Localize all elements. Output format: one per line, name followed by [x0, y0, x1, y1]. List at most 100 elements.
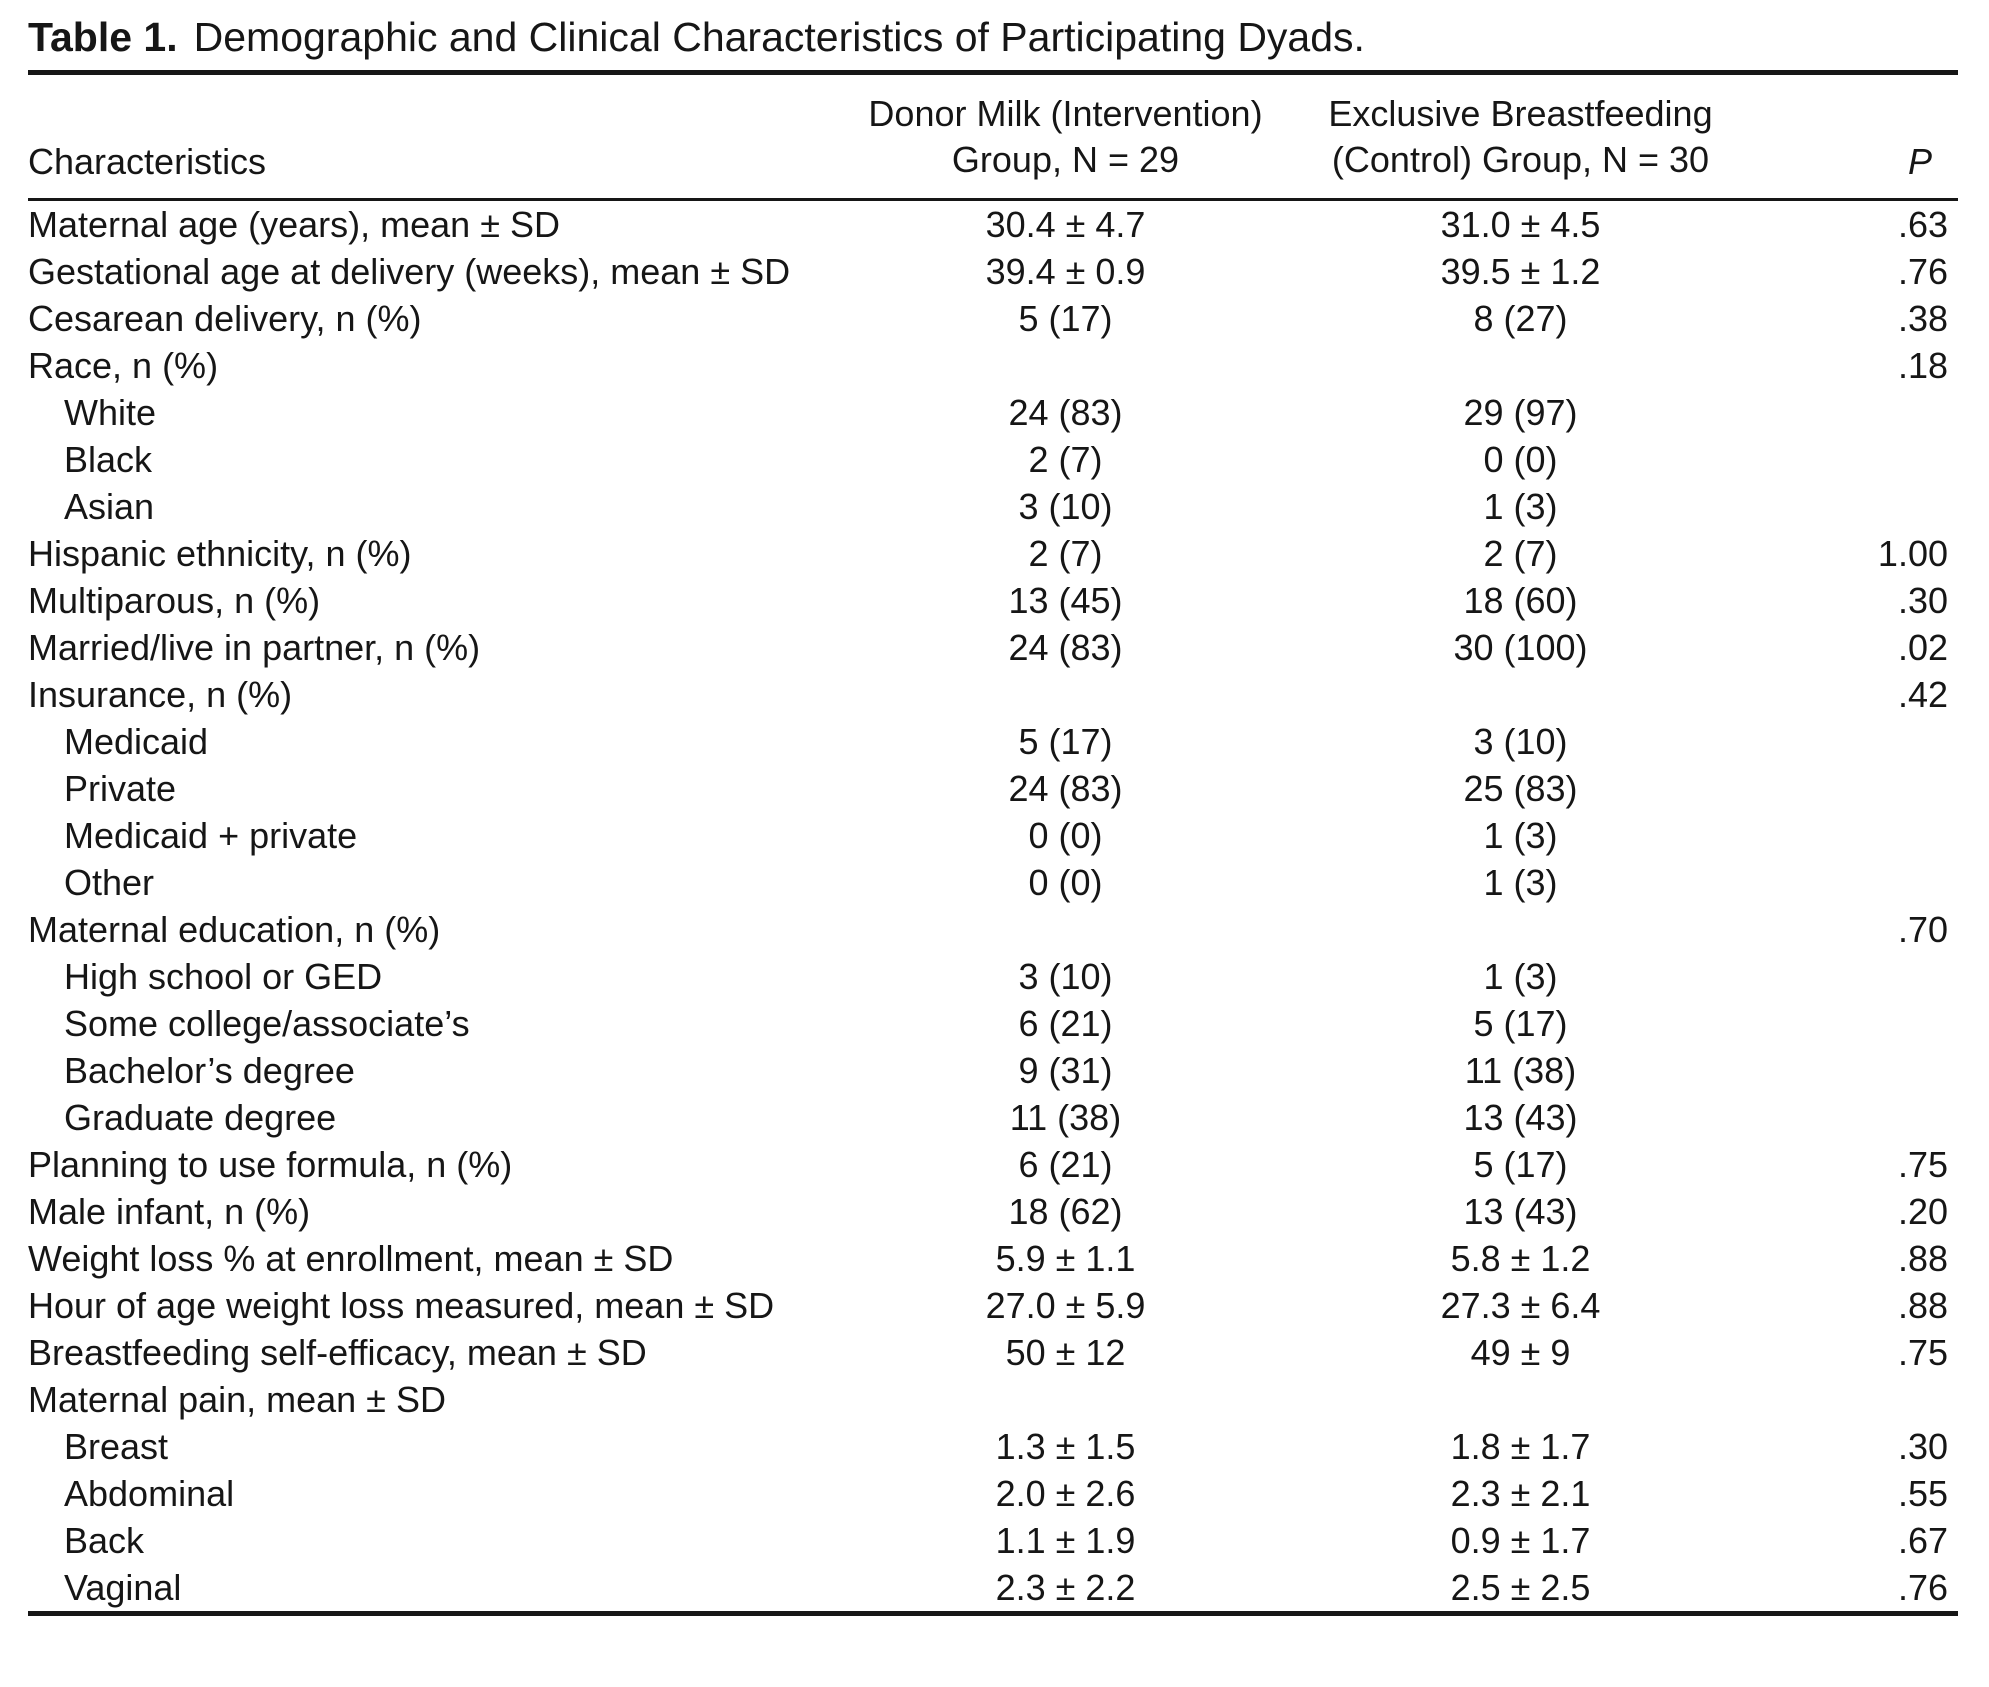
- intervention-value: 5.9 ± 1.1: [995, 1238, 1136, 1279]
- p-value: .42: [1897, 674, 1948, 715]
- intervention-value: 0 (0): [1028, 862, 1103, 903]
- control-value: 13 (43): [1463, 1097, 1578, 1138]
- table-row: Black 2 (7) 0 (0): [28, 436, 1958, 483]
- p-value: [1753, 765, 1958, 812]
- row-sublabel: Medicaid + private: [64, 815, 358, 856]
- control-value: 2.5 ± 2.5: [1450, 1567, 1591, 1608]
- row-sublabel: Private: [64, 768, 177, 809]
- p-value: [1753, 1094, 1958, 1141]
- control-value: 0.9 ± 1.7: [1450, 1520, 1591, 1561]
- table-row: Maternal education, n (%) .70: [28, 906, 1958, 953]
- p-value: .88: [1897, 1285, 1948, 1326]
- document-page: Table 1. Demographic and Clinical Charact…: [28, 0, 1958, 1616]
- table-row: Bachelor’s degree 9 (31) 11 (38): [28, 1047, 1958, 1094]
- control-value: [1288, 671, 1753, 718]
- p-value: .70: [1897, 909, 1948, 950]
- intervention-value: 3 (10): [1018, 956, 1113, 997]
- table-row: White 24 (83) 29 (97): [28, 389, 1958, 436]
- intervention-value: 50 ± 12: [1005, 1332, 1126, 1373]
- intervention-value: 5 (17): [1018, 721, 1113, 762]
- row-sublabel: Black: [64, 439, 153, 480]
- intervention-value: 3 (10): [1018, 486, 1113, 527]
- table-row: Asian 3 (10) 1 (3): [28, 483, 1958, 530]
- table-row: Gestational age at delivery (weeks), mea…: [28, 248, 1958, 295]
- col-header-control-group: Exclusive Breastfeeding (Control) Group,…: [1288, 72, 1753, 201]
- p-value: [1753, 436, 1958, 483]
- row-sublabel: Breast: [64, 1426, 169, 1467]
- row-label: Planning to use formula, n (%): [28, 1144, 513, 1185]
- p-value: [1753, 718, 1958, 765]
- row-label: Race, n (%): [28, 345, 219, 386]
- intervention-value: [843, 671, 1288, 718]
- control-value: 27.3 ± 6.4: [1440, 1285, 1601, 1326]
- control-value: 1.8 ± 1.7: [1450, 1426, 1591, 1467]
- p-value: .63: [1897, 204, 1948, 245]
- table-body: Maternal age (years), mean ± SD 30.4 ± 4.…: [28, 200, 1958, 1614]
- table-row: Hour of age weight loss measured, mean ±…: [28, 1282, 1958, 1329]
- intervention-value: [843, 906, 1288, 953]
- row-sublabel: Vaginal: [64, 1567, 182, 1608]
- intervention-value: 2 (7): [1028, 439, 1103, 480]
- row-sublabel: Abdominal: [64, 1473, 235, 1514]
- row-label: Maternal education, n (%): [28, 909, 441, 950]
- table-row: Breast 1.3 ± 1.5 1.8 ± 1.7 .30: [28, 1423, 1958, 1470]
- intervention-value: 6 (21): [1018, 1144, 1113, 1185]
- col-header-control-line2: (Control) Group, N = 30: [1331, 139, 1710, 180]
- control-value: 3 (10): [1473, 721, 1568, 762]
- p-value: .30: [1897, 1426, 1948, 1467]
- control-value: 1 (3): [1483, 862, 1558, 903]
- intervention-value: 6 (21): [1018, 1003, 1113, 1044]
- control-value: 5 (17): [1473, 1144, 1568, 1185]
- p-value: 1.00: [1877, 533, 1948, 574]
- control-value: [1288, 1376, 1753, 1423]
- row-sublabel: Some college/associate’s: [64, 1003, 470, 1044]
- control-value: 25 (83): [1463, 768, 1578, 809]
- p-value: [1753, 1047, 1958, 1094]
- control-value: 2 (7): [1483, 533, 1558, 574]
- table-row: Insurance, n (%) .42: [28, 671, 1958, 718]
- p-value: .88: [1897, 1238, 1948, 1279]
- header-row: Characteristics Donor Milk (Intervention…: [28, 72, 1958, 201]
- control-value: 18 (60): [1463, 580, 1578, 621]
- row-label: Weight loss % at enrollment, mean ± SD: [28, 1238, 674, 1279]
- table-row: Private 24 (83) 25 (83): [28, 765, 1958, 812]
- intervention-value: 2 (7): [1028, 533, 1103, 574]
- table-row: Maternal pain, mean ± SD: [28, 1376, 1958, 1423]
- row-label: Maternal age (years), mean ± SD: [28, 204, 560, 245]
- row-label: Insurance, n (%): [28, 674, 293, 715]
- intervention-value: 11 (38): [1009, 1097, 1122, 1138]
- table-row: Abdominal 2.0 ± 2.6 2.3 ± 2.1 .55: [28, 1470, 1958, 1517]
- col-header-intervention-group: Donor Milk (Intervention) Group, N = 29: [843, 72, 1288, 201]
- col-header-intervention-line2: Group, N = 29: [951, 139, 1180, 180]
- intervention-value: 13 (45): [1008, 580, 1123, 621]
- intervention-value: 9 (31): [1018, 1050, 1113, 1091]
- table-row: Breastfeeding self-efficacy, mean ± SD 50…: [28, 1329, 1958, 1376]
- row-label: Breastfeeding self-efficacy, mean ± SD: [28, 1332, 647, 1373]
- row-sublabel: Bachelor’s degree: [64, 1050, 355, 1091]
- table-row: Maternal age (years), mean ± SD 30.4 ± 4.…: [28, 200, 1958, 249]
- intervention-value: 2.3 ± 2.2: [995, 1567, 1136, 1608]
- table-row: Back 1.1 ± 1.9 0.9 ± 1.7 .67: [28, 1517, 1958, 1564]
- control-value: 5 (17): [1473, 1003, 1568, 1044]
- col-header-intervention-line1: Donor Milk (Intervention): [868, 93, 1263, 134]
- row-label: Married/live in partner, n (%): [28, 627, 481, 668]
- row-label: Maternal pain, mean ± SD: [28, 1379, 446, 1420]
- control-value: 30 (100): [1453, 627, 1588, 668]
- row-sublabel: Back: [64, 1520, 145, 1561]
- p-value: .76: [1897, 1567, 1948, 1608]
- table-row: Graduate degree 11 (38) 13 (43): [28, 1094, 1958, 1141]
- table-row: Weight loss % at enrollment, mean ± SD 5.…: [28, 1235, 1958, 1282]
- p-value: [1753, 953, 1958, 1000]
- table-row: Some college/associate’s 6 (21) 5 (17): [28, 1000, 1958, 1047]
- p-value: .76: [1897, 251, 1948, 292]
- p-value: .75: [1897, 1144, 1948, 1185]
- table-caption: Table 1. Demographic and Clinical Charact…: [28, 0, 1958, 61]
- intervention-value: 1.1 ± 1.9: [995, 1520, 1136, 1561]
- intervention-value: 2.0 ± 2.6: [995, 1473, 1136, 1514]
- table-row: Male infant, n (%) 18 (62) 13 (43) .20: [28, 1188, 1958, 1235]
- p-value: .30: [1897, 580, 1948, 621]
- table-row: Other 0 (0) 1 (3): [28, 859, 1958, 906]
- col-header-characteristics: Characteristics: [28, 72, 843, 201]
- row-label: Gestational age at delivery (weeks), mea…: [28, 251, 791, 292]
- p-value: .38: [1897, 298, 1948, 339]
